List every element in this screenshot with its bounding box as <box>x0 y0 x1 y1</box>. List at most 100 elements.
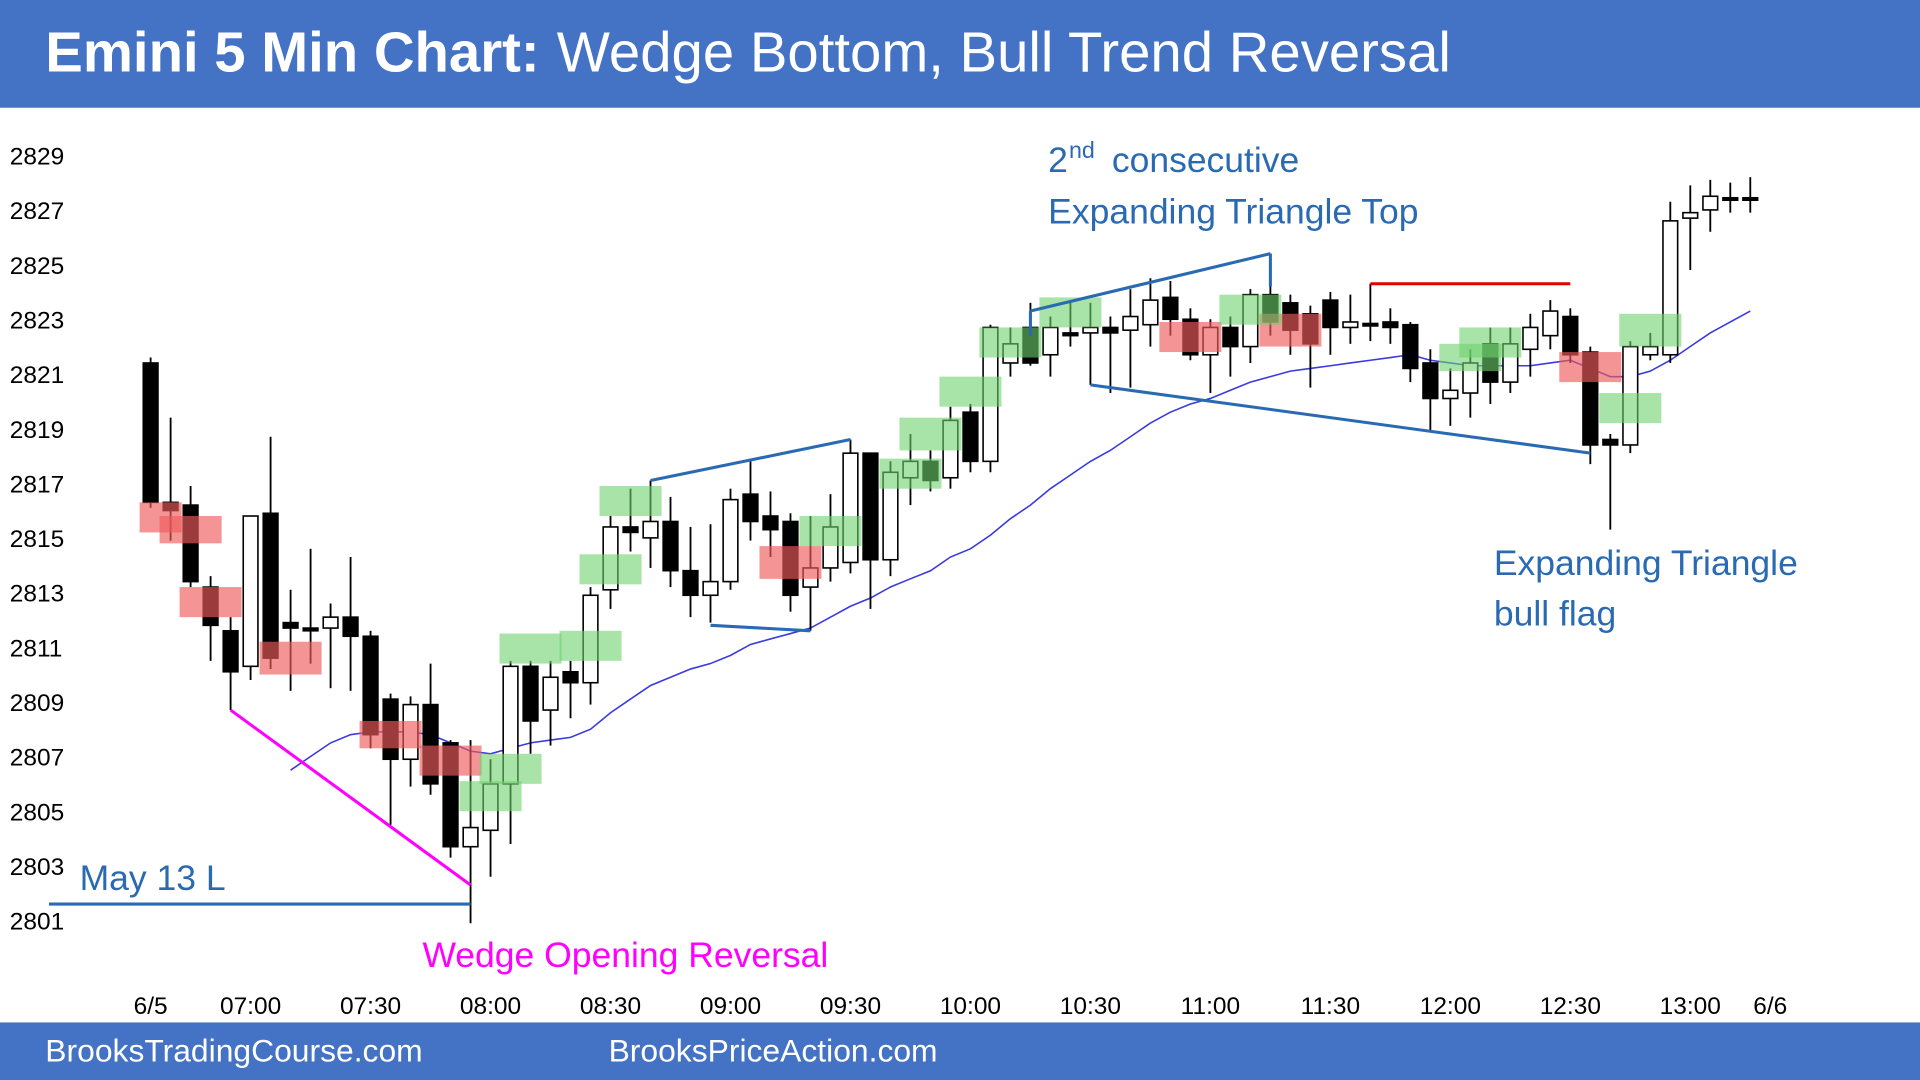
annotation: Expanding Triangle Top <box>1048 192 1418 232</box>
y-tick-label: 2819 <box>10 417 64 444</box>
candle-body <box>1602 438 1619 446</box>
x-tick-label: 6/6 <box>1753 993 1787 1020</box>
y-tick-label: 2821 <box>10 362 64 389</box>
candle-body <box>342 616 359 638</box>
candle-body <box>1642 345 1659 356</box>
signal-box <box>759 546 822 579</box>
candle-body <box>1162 296 1179 321</box>
candle-body <box>1722 196 1739 202</box>
signal-box <box>179 587 242 618</box>
candle-body <box>1342 321 1359 329</box>
x-tick-label: 09:30 <box>820 993 881 1020</box>
annotation: May 13 L <box>80 858 226 898</box>
footer-text: BrooksTradingCourse.com <box>45 1032 422 1068</box>
candle-body <box>722 498 739 583</box>
candle-body <box>622 526 639 534</box>
trend-line <box>710 623 811 633</box>
header-bar <box>0 0 1920 108</box>
x-tick-label: 11:30 <box>1301 993 1360 1020</box>
signal-box <box>979 327 1042 358</box>
candle-body <box>1422 362 1439 400</box>
candle-body <box>462 826 479 848</box>
signal-box <box>159 516 222 544</box>
candle-body <box>1142 299 1159 326</box>
y-tick-label: 2807 <box>10 745 64 772</box>
candle-body <box>742 493 759 523</box>
x-tick-label: 08:00 <box>460 993 521 1020</box>
x-tick-label: 08:30 <box>580 993 641 1020</box>
candle-body <box>1102 326 1119 334</box>
candle-body <box>762 515 779 531</box>
annotations: 2 nd consecutive Expanding Triangle Top … <box>80 137 1798 975</box>
trend-line <box>1030 252 1271 313</box>
y-tick-label: 2829 <box>10 143 64 170</box>
candle-body <box>682 569 699 597</box>
x-tick-label: 10:00 <box>940 993 1001 1020</box>
candle-body <box>962 411 979 463</box>
candle-body <box>1322 299 1339 329</box>
annotation: Wedge Opening Reversal <box>422 935 828 975</box>
annotation: consecutive <box>1112 140 1299 180</box>
candle-body <box>1442 389 1459 400</box>
x-tick-label: 10:30 <box>1060 993 1121 1020</box>
y-tick-label: 2813 <box>10 581 64 608</box>
trend-line <box>229 708 472 887</box>
signal-box <box>1439 343 1502 372</box>
candle-body <box>862 452 879 561</box>
candle-body <box>322 616 339 629</box>
signal-box <box>1619 313 1682 347</box>
y-tick-label: 2825 <box>10 253 64 280</box>
trend-line <box>1090 383 1591 455</box>
candle-body <box>142 362 159 504</box>
annotation: nd <box>1069 137 1095 163</box>
candle-body <box>302 627 319 632</box>
chart-title: Emini 5 Min Chart: Wedge Bottom, Bull Tre… <box>45 20 1451 83</box>
candle-body <box>1742 196 1759 202</box>
candle-body <box>642 520 659 539</box>
trend-line <box>650 437 851 482</box>
signal-box <box>419 745 482 776</box>
signal-box <box>1159 321 1222 353</box>
signal-box <box>359 720 422 749</box>
candle-body <box>1062 332 1079 337</box>
y-tick-label: 2805 <box>10 799 64 826</box>
candle-body <box>1682 211 1699 219</box>
y-tick-label: 2817 <box>10 471 64 498</box>
candle-body <box>662 520 679 572</box>
signal-box <box>939 376 1002 407</box>
candle-body <box>262 512 279 659</box>
y-tick-label: 2815 <box>10 526 64 553</box>
signal-box <box>579 554 642 585</box>
title-prefix: Emini 5 Min Chart: <box>45 20 539 83</box>
candle-body <box>1522 326 1539 351</box>
candle-body <box>1082 326 1099 334</box>
footer-text: BrooksPriceAction.com <box>609 1032 938 1068</box>
annotation: 2 <box>1048 140 1068 180</box>
plot: 2801 2803 2805 2807 2809 2811 2813 2815 2817 2819… <box>10 143 1787 1020</box>
signal-box <box>599 485 662 517</box>
signal-box <box>1559 352 1622 383</box>
candle-body <box>362 635 379 736</box>
signal-box <box>799 516 862 547</box>
candle-body <box>282 621 299 629</box>
x-tick-label: 12:30 <box>1540 993 1601 1020</box>
signal-box <box>1599 393 1662 424</box>
candle-body <box>542 676 559 711</box>
x-tick-label: 07:30 <box>340 993 401 1020</box>
candle-body <box>1122 315 1139 331</box>
annotation: bull flag <box>1494 593 1616 633</box>
candle-body <box>242 515 259 668</box>
x-tick-label: 11:00 <box>1181 993 1240 1020</box>
candle-body <box>1542 310 1559 337</box>
signal-box <box>559 630 622 661</box>
signal-box <box>899 417 962 451</box>
footer-bar <box>0 1022 1920 1080</box>
candle-body <box>1562 315 1579 356</box>
candle-body <box>1702 195 1719 211</box>
signal-box <box>879 458 942 489</box>
signal-box <box>499 633 562 664</box>
candle-body <box>1402 323 1419 370</box>
candle-body <box>1362 322 1379 327</box>
y-tick-label: 2801 <box>10 909 64 936</box>
annotation: Expanding Triangle <box>1494 543 1798 583</box>
